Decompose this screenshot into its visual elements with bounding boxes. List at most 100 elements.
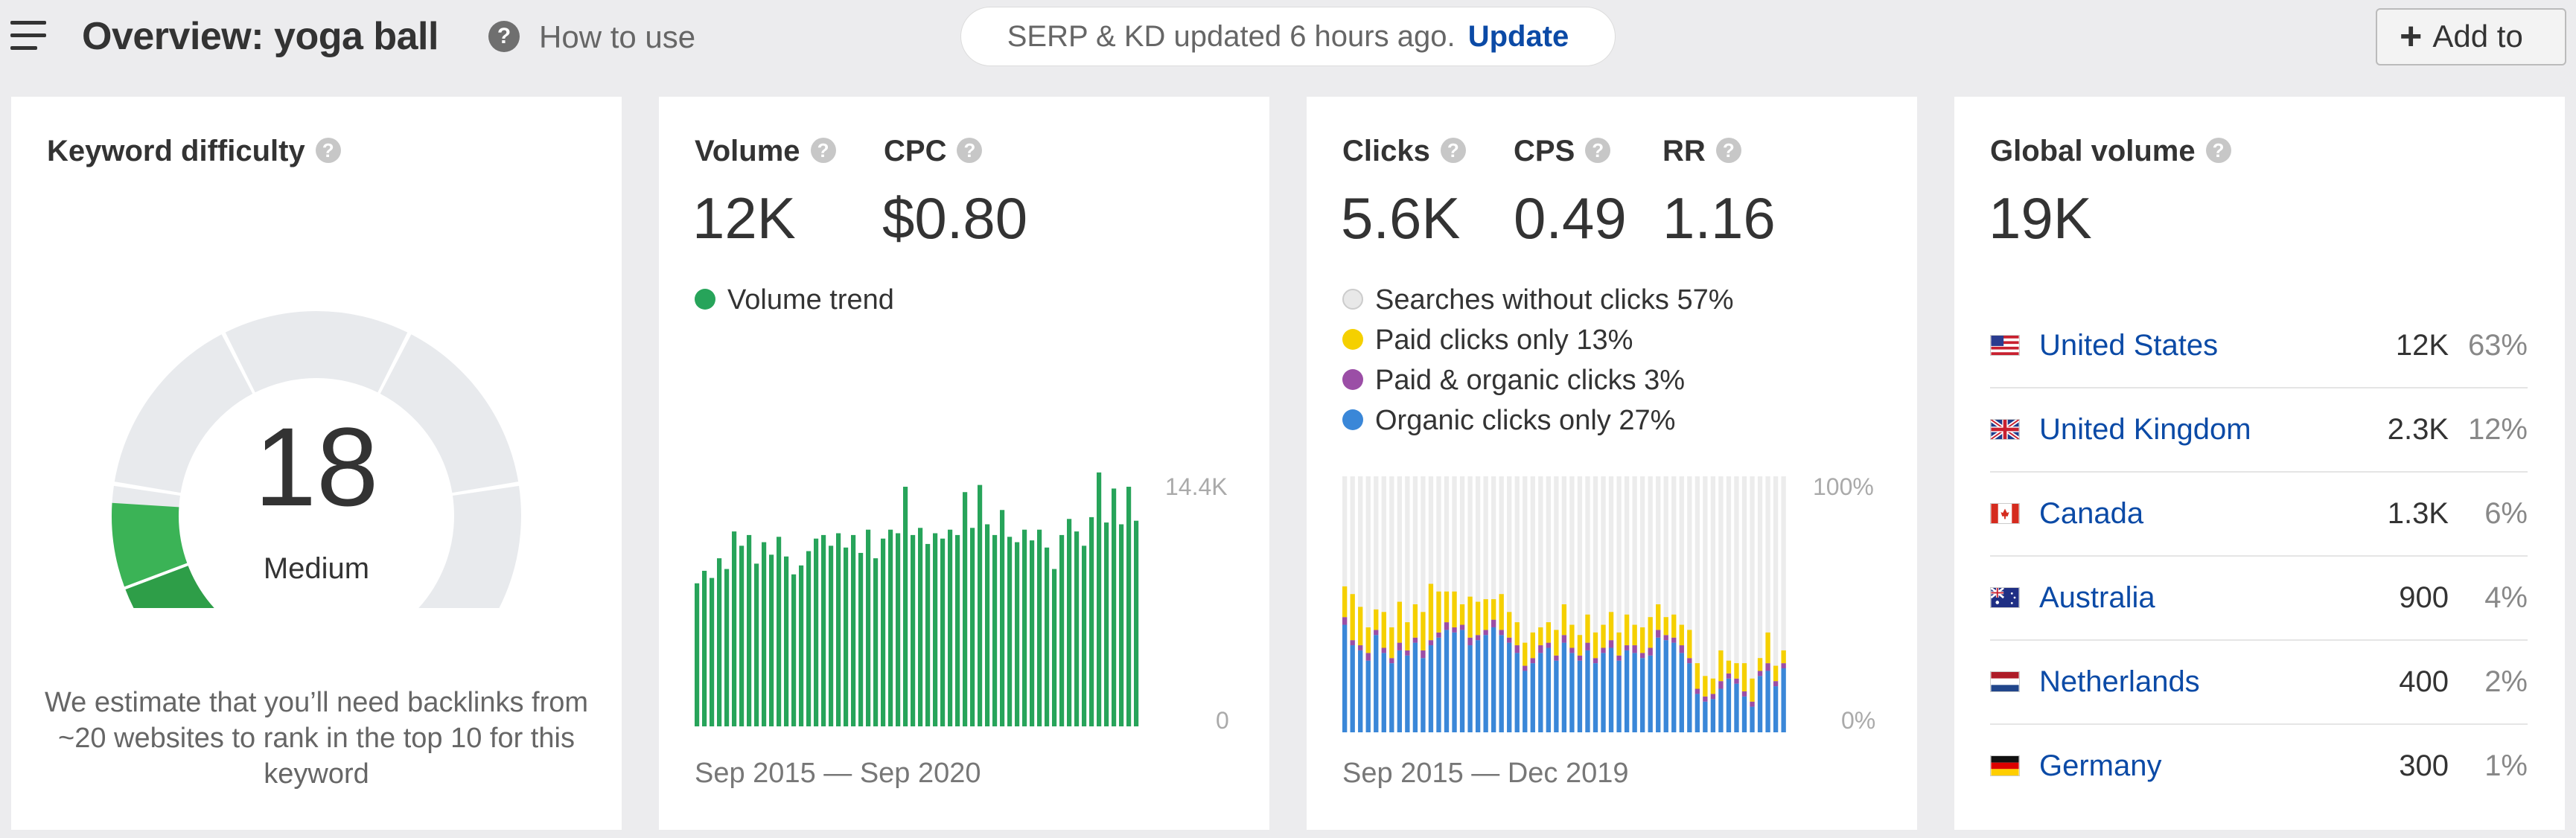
clicks-bar-paid-organic (1452, 627, 1457, 633)
kd-label: Keyword difficulty? (47, 132, 341, 170)
country-name[interactable]: United Kingdom (2039, 413, 2251, 446)
country-name[interactable]: Netherlands (2039, 665, 2200, 698)
country-row[interactable]: Netherlands 400 2% (1990, 642, 2528, 725)
clicks-help-icon[interactable]: ? (1440, 138, 1466, 164)
clicks-bar-paid (1569, 624, 1575, 648)
clicks-bar-organic (1695, 694, 1700, 732)
clicks-bar-organic (1350, 645, 1355, 732)
volume-bar (873, 558, 879, 726)
country-row[interactable]: Canada 1.3K 6% (1990, 473, 2528, 557)
volume-bar (739, 546, 745, 726)
add-to-button[interactable]: + Add to (2376, 8, 2566, 65)
volume-trend-dot (695, 288, 715, 310)
clicks-bar-paid-organic (1601, 647, 1606, 653)
clicks-bar-no-clicks (1703, 476, 1708, 732)
volume-bar (784, 556, 789, 726)
clicks-bar-paid (1389, 627, 1394, 659)
clicks-bar-paid-organic (1444, 622, 1450, 630)
country-row[interactable]: United States 12K 63% (1990, 305, 2528, 388)
kd-help-icon[interactable]: ? (315, 138, 341, 164)
country-row[interactable]: Germany 300 1% (1990, 726, 2528, 809)
clicks-bar-no-clicks (1538, 476, 1543, 732)
volume-bar (948, 529, 953, 726)
clicks-bar-organic (1703, 701, 1708, 732)
country-name[interactable]: Australia (2039, 581, 2155, 614)
clicks-bar-paid (1491, 599, 1496, 620)
clicks-bar-no-clicks (1593, 476, 1598, 732)
clicks-bar-paid-organic (1569, 647, 1575, 653)
clicks-bar-paid (1374, 609, 1379, 630)
clicks-bar-organic (1428, 645, 1434, 732)
clicks-bar-organic (1624, 650, 1630, 732)
country-name[interactable]: Canada (2039, 497, 2144, 530)
country-row[interactable]: United Kingdom 2.3K 12% (1990, 389, 2528, 473)
menu-icon[interactable] (10, 21, 46, 52)
volume-label: Volume? (695, 132, 836, 170)
clicks-bar-no-clicks (1624, 476, 1630, 732)
clicks-bar-paid-organic (1624, 645, 1630, 650)
clicks-bar-no-clicks (1507, 476, 1512, 732)
legend-item: Searches without clicks 57% (1342, 280, 1734, 320)
volume-date-range: Sep 2015 — Sep 2020 (695, 758, 981, 789)
update-link[interactable]: Update (1467, 20, 1569, 53)
volume-bar (1104, 522, 1109, 726)
volume-bar (866, 529, 871, 726)
clicks-bar-paid (1554, 630, 1559, 656)
global-volume-label: Global volume? (1990, 132, 2231, 170)
country-name[interactable]: Germany (2039, 749, 2162, 782)
rr-label: RR? (1662, 132, 1741, 170)
clicks-bar-paid (1483, 599, 1488, 630)
volume-bar (1112, 488, 1117, 726)
clicks-bar-no-clicks (1358, 476, 1363, 732)
clicks-bar-no-clicks (1750, 476, 1755, 732)
how-to-use-link[interactable]: How to use (539, 19, 696, 54)
volume-bar (1052, 569, 1057, 726)
clicks-bar-no-clicks (1585, 476, 1590, 732)
clicks-bar-paid (1671, 614, 1677, 638)
clicks-bar-organic (1421, 658, 1426, 732)
cps-help-icon[interactable]: ? (1585, 138, 1611, 164)
clicks-bar-paid-organic (1773, 681, 1779, 687)
help-icon[interactable]: ? (488, 21, 520, 52)
cpc-help-icon[interactable]: ? (957, 138, 983, 164)
clicks-bar-paid-organic (1608, 640, 1614, 648)
clicks-bar-organic (1773, 686, 1779, 732)
country-row[interactable]: Australia 900 4% (1990, 557, 2528, 641)
clicks-bar-paid-organic (1656, 630, 1661, 638)
clicks-bar-organic (1781, 668, 1786, 732)
volume-bar (1007, 537, 1013, 726)
clicks-bar-organic (1397, 650, 1402, 732)
gauge-fill-segment (124, 564, 214, 608)
clicks-bar-no-clicks (1421, 476, 1426, 732)
clicks-bar-paid (1741, 663, 1747, 691)
clicks-bar-organic (1585, 650, 1590, 732)
volume-bar (1074, 531, 1080, 726)
clicks-bar-paid-organic (1585, 642, 1590, 650)
legend-dot-paid (1342, 328, 1363, 350)
clicks-bar-organic (1608, 647, 1614, 732)
country-name[interactable]: United States (2039, 329, 2219, 362)
clicks-bar-organic (1718, 688, 1724, 732)
volume-bar (1126, 487, 1132, 726)
clicks-bar-paid (1561, 604, 1567, 636)
clicks-bar-no-clicks (1741, 476, 1747, 732)
clicks-bar-no-clicks (1718, 476, 1724, 732)
clicks-bar-paid-organic (1546, 642, 1551, 648)
clicks-bar-organic (1530, 663, 1535, 732)
gauge-track-segment (418, 485, 521, 608)
volume-bar (985, 524, 990, 726)
clicks-bar-paid (1679, 624, 1684, 646)
global-volume-help-icon[interactable]: ? (2205, 138, 2231, 164)
rr-help-icon[interactable]: ? (1715, 138, 1741, 164)
clicks-bar-no-clicks (1554, 476, 1559, 732)
volume-bar (710, 578, 715, 726)
volume-help-icon[interactable]: ? (810, 138, 836, 164)
volume-label-text: Volume (695, 135, 800, 167)
clicks-bar-no-clicks (1365, 476, 1371, 732)
country-share: 12% (2467, 413, 2528, 446)
volume-bar (821, 534, 826, 726)
kd-value: 18 (254, 404, 379, 529)
clicks-bar-paid (1523, 642, 1528, 666)
clicks-bar-organic (1593, 663, 1598, 732)
volume-bar (836, 533, 841, 726)
